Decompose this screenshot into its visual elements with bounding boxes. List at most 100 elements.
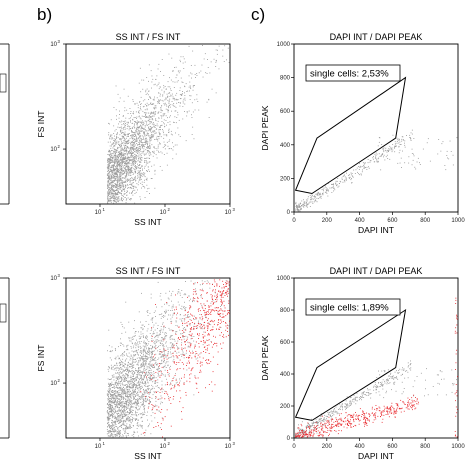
event-point — [166, 93, 168, 95]
event-point — [398, 142, 400, 144]
event-point — [114, 428, 116, 430]
event-point — [135, 413, 137, 415]
event-point — [118, 179, 120, 181]
event-point — [127, 416, 129, 418]
event-point — [151, 112, 153, 114]
event-point — [113, 187, 115, 188]
event-point — [150, 146, 151, 148]
event-point — [117, 179, 119, 180]
event-point — [135, 368, 136, 370]
event-point — [169, 86, 171, 88]
event-point — [139, 424, 141, 426]
event-point — [150, 130, 152, 132]
event-point — [126, 174, 127, 175]
event-point — [110, 174, 112, 176]
event-point — [201, 280, 203, 282]
event-point — [149, 356, 151, 358]
event-point — [165, 336, 167, 338]
event-point — [122, 384, 124, 386]
event-point — [131, 160, 133, 162]
event-point — [163, 361, 165, 363]
event-point — [119, 175, 121, 177]
event-point — [175, 325, 177, 326]
event-point — [112, 169, 114, 171]
event-point — [130, 337, 132, 339]
event-point — [164, 86, 166, 87]
event-point — [342, 181, 344, 183]
event-point — [147, 399, 148, 401]
event-point — [177, 347, 179, 349]
event-point — [159, 295, 161, 297]
event-point — [140, 417, 142, 419]
event-point — [174, 338, 175, 340]
event-point — [164, 364, 166, 366]
event-point — [138, 126, 140, 128]
event-point — [147, 145, 148, 147]
event-point — [128, 160, 130, 162]
event-point — [180, 93, 182, 95]
event-point — [113, 366, 114, 368]
event-point — [135, 408, 137, 410]
event-point — [120, 199, 122, 201]
event-point — [317, 192, 319, 194]
event-point — [129, 385, 130, 387]
event-point — [141, 386, 143, 388]
event-point — [125, 394, 126, 396]
event-point — [135, 418, 136, 420]
event-point — [134, 391, 136, 393]
event-point — [111, 166, 112, 168]
event-point — [157, 375, 159, 377]
event-point — [146, 391, 148, 393]
event-point — [127, 179, 129, 180]
event-point — [378, 157, 380, 159]
event-point — [115, 193, 117, 195]
event-point — [122, 159, 124, 161]
event-point — [156, 128, 158, 130]
event-point — [122, 392, 124, 394]
event-point — [107, 175, 109, 176]
event-point — [174, 81, 176, 83]
event-point — [356, 167, 358, 169]
event-point — [144, 374, 146, 376]
event-point — [119, 383, 121, 385]
event-point — [126, 368, 128, 370]
event-point — [115, 186, 116, 188]
event-point — [118, 161, 120, 162]
event-point — [117, 355, 119, 357]
event-point — [342, 176, 344, 177]
event-point — [146, 92, 148, 94]
event-point — [197, 101, 199, 102]
event-point — [161, 391, 163, 393]
event-point — [153, 312, 155, 313]
event-point — [111, 434, 113, 436]
event-point — [114, 180, 116, 181]
single-cells-gate — [294, 76, 407, 195]
event-point — [132, 177, 134, 179]
event-point — [155, 377, 157, 379]
event-point — [122, 382, 123, 384]
event-point — [153, 377, 155, 379]
event-point — [155, 139, 157, 140]
event-point — [149, 370, 151, 371]
event-point — [164, 145, 165, 147]
event-point — [145, 391, 147, 393]
event-point — [305, 202, 307, 204]
event-point — [124, 158, 126, 159]
event-point — [394, 151, 396, 153]
event-point — [110, 169, 112, 171]
event-point — [117, 415, 119, 417]
event-point — [115, 434, 117, 436]
event-point — [381, 144, 383, 145]
event-point — [144, 165, 146, 167]
event-point — [129, 158, 131, 160]
event-point — [137, 123, 138, 125]
event-point — [117, 383, 118, 385]
gate-label: single cells: 2,53% — [310, 69, 389, 80]
event-point — [129, 369, 130, 371]
event-point — [133, 383, 135, 384]
event-point — [160, 125, 162, 126]
event-point — [186, 111, 188, 112]
event-point — [132, 144, 134, 146]
